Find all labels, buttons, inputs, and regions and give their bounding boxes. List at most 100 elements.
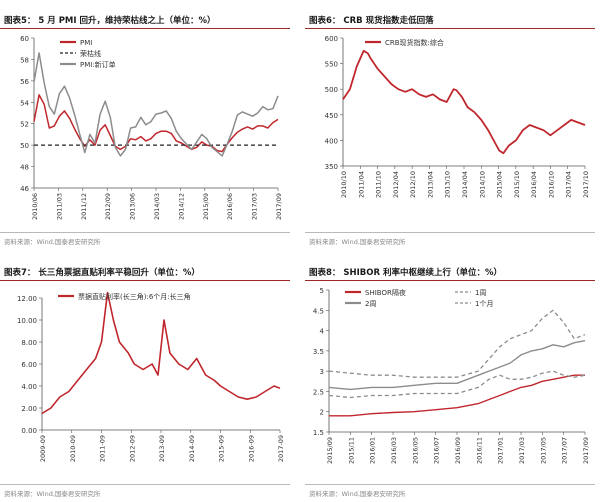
- x-tick-label: 2016/10: [547, 171, 555, 198]
- panel-title: 图表5： 5 月 PMI 回升，维持荣枯线之上（单位：%）: [4, 16, 216, 26]
- y-tick-label: 48: [20, 164, 29, 172]
- y-tick-label: 60: [20, 35, 29, 43]
- x-tick-label: 2016/04: [530, 171, 538, 198]
- y-tick-label: 550: [325, 61, 338, 69]
- x-tick-label: 2015/10: [513, 171, 521, 198]
- x-tick-label: 2017/03: [251, 193, 259, 220]
- x-tick-label: 2016/01: [369, 437, 377, 464]
- x-tick-label: 2015/11: [347, 437, 355, 464]
- x-tick-label: 2015-09: [218, 435, 226, 462]
- title-rule: [305, 280, 595, 281]
- x-tick-label: 2011/12: [80, 193, 88, 220]
- legend-label: SHIBOR隔夜: [365, 288, 406, 297]
- series-line-0: [41, 291, 281, 415]
- x-tick-label: 2014-09: [188, 435, 196, 462]
- y-tick-label: 6.00: [21, 361, 37, 369]
- x-tick-label: 2010/10: [340, 171, 348, 198]
- panel-pmi: 图表5： 5 月 PMI 回升，维持荣枯线之上（单位：%） 60 58 56 54 52…: [0, 0, 290, 250]
- y-tick-label: 12.00: [17, 295, 37, 303]
- source-rule: [305, 484, 595, 485]
- panel-crb: 图表6： CRB 现货指数走低回落 600 550 500 450 400 350 2010…: [305, 0, 595, 250]
- y-tick-label: 1.5: [313, 429, 324, 437]
- x-tick-label: 2013/04: [426, 171, 434, 198]
- legend-label: 票据直贴利率(长三角):6个月:长三角: [78, 292, 191, 301]
- x-tick-label: 2016/05: [411, 437, 419, 464]
- x-tick-label: 2014/03: [153, 193, 161, 220]
- x-tick-label: 2012-09: [128, 435, 136, 462]
- title-rule: [0, 28, 290, 29]
- y-tick-label: 46: [20, 185, 29, 193]
- x-tick-label: 2016/09: [454, 437, 462, 464]
- x-tick-label: 2016/06: [226, 193, 234, 220]
- series-line-1: [328, 370, 586, 399]
- series-line-0: [342, 49, 586, 155]
- series-line-2: [328, 340, 586, 391]
- source-note: 资料来源：Wind,国泰君安研究所: [309, 238, 406, 246]
- source-rule: [305, 232, 595, 233]
- legend-label: 1个月: [475, 300, 493, 308]
- y-tick-label: 4.00: [21, 383, 37, 391]
- y-tick-label: 3.5: [313, 348, 324, 356]
- title-rule: [0, 280, 290, 281]
- x-tick-label: 2014/10: [478, 171, 486, 198]
- series-line-0: [329, 374, 585, 417]
- panel-shibor: 图表8： SHIBOR 利率中枢继续上行（单位：%） 5 4.5 4 3.5 3 2.5 2…: [305, 250, 595, 502]
- y-tick-label: 500: [325, 86, 338, 94]
- x-tick-label: 2012/04: [392, 171, 400, 198]
- y-tick-label: 58: [20, 56, 29, 64]
- panel-title: 图表6： CRB 现货指数走低回落: [309, 16, 434, 26]
- x-tick-label: 2013-09: [158, 435, 166, 462]
- source-note: 资料来源：Wind,国泰君安研究所: [309, 490, 406, 498]
- y-tick-label: 3: [320, 368, 324, 376]
- y-tick-label: 5: [320, 287, 324, 295]
- y-tick-label: 52: [20, 121, 29, 129]
- panel-title: 图表8： SHIBOR 利率中枢继续上行（单位：%）: [309, 268, 502, 278]
- x-tick-label: 2011/04: [357, 171, 365, 198]
- y-tick-label: 50: [20, 142, 29, 150]
- legend-label: 1周: [475, 289, 486, 297]
- series-line-2: [33, 52, 279, 157]
- y-tick-label: 2: [320, 409, 324, 417]
- panel-bill-rate: 图表7： 长三角票据直贴利率平稳回升（单位：%） 12.00 10.00 8.00 6…: [0, 250, 290, 502]
- x-tick-label: 2014/12: [177, 193, 185, 220]
- y-tick-label: 54: [20, 99, 29, 107]
- x-tick-label: 2012/10: [409, 171, 417, 198]
- source-note: 资料来源：Wind,国泰君安研究所: [4, 490, 101, 498]
- x-tick-label: 2015/04: [496, 171, 504, 198]
- legend-label: 2周: [365, 300, 376, 308]
- x-tick-label: 2017/07: [561, 437, 569, 464]
- legend-label: PMI:新订单: [80, 60, 116, 69]
- y-tick-label: 450: [325, 112, 338, 120]
- x-tick-label: 2017-09: [277, 435, 285, 462]
- series-line-3: [328, 309, 586, 378]
- x-tick-label: 2009-09: [39, 435, 47, 462]
- x-tick-label: 2010/06: [31, 193, 39, 220]
- x-tick-label: 2017/09: [582, 437, 590, 464]
- x-tick-label: 2016/11: [475, 437, 483, 464]
- source-rule: [0, 232, 290, 233]
- y-tick-label: 400: [325, 137, 338, 145]
- x-tick-label: 2016-09: [247, 435, 255, 462]
- x-tick-label: 2016/03: [390, 437, 398, 464]
- series-line-0: [33, 94, 279, 153]
- x-tick-label: 2017/04: [565, 171, 573, 198]
- x-tick-label: 2013/06: [129, 193, 137, 220]
- x-tick-label: 2015/09: [202, 193, 210, 220]
- x-tick-label: 2017/05: [539, 437, 547, 464]
- x-tick-label: 2013/10: [444, 171, 452, 198]
- y-tick-label: 4.5: [313, 307, 324, 315]
- x-tick-label: 2016/07: [433, 437, 441, 464]
- y-tick-label: 56: [20, 78, 29, 86]
- x-tick-label: 2017/03: [518, 437, 526, 464]
- legend-label: PMI: [80, 39, 92, 47]
- title-rule: [305, 28, 595, 29]
- x-tick-label: 2011/10: [375, 171, 383, 198]
- y-tick-label: 8.00: [21, 339, 37, 347]
- y-tick-label: 4: [320, 328, 325, 336]
- y-tick-label: 2.00: [21, 405, 37, 413]
- y-tick-label: 350: [325, 163, 338, 171]
- x-tick-label: 2014/04: [461, 171, 469, 198]
